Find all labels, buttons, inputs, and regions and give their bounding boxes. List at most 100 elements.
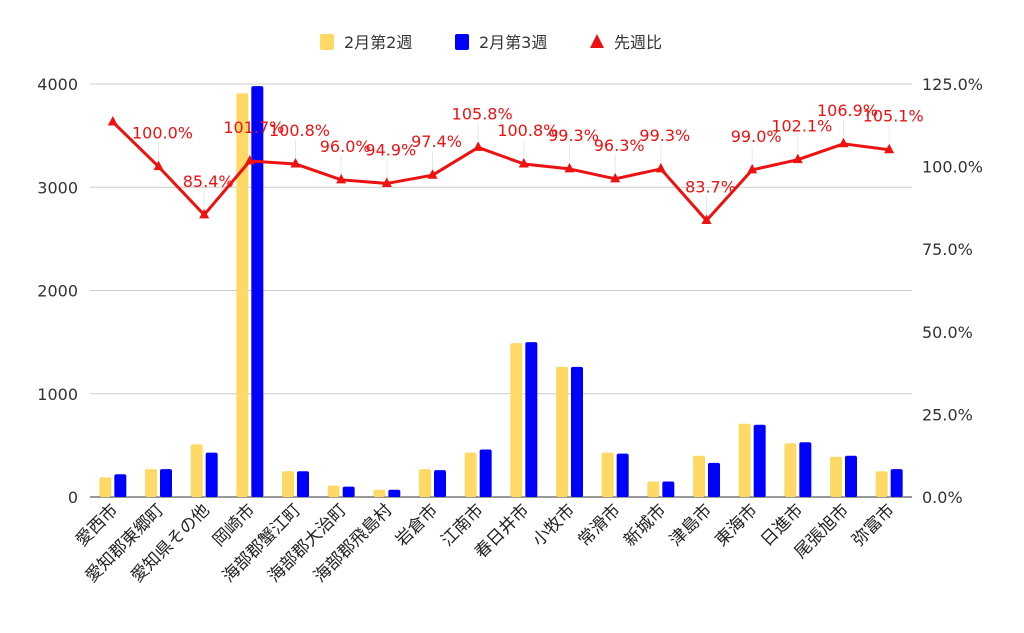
ratio-point: [107, 115, 118, 126]
bar-week2: [282, 471, 294, 497]
bar-week3: [525, 342, 538, 497]
left-tick-label: 3000: [37, 178, 78, 197]
category-label: 常滑市: [574, 500, 624, 550]
legend: 2月第2週 2月第3週 先週比: [320, 33, 662, 52]
ratio-data-label: 106.9%: [817, 101, 878, 120]
bar-week3: [114, 474, 127, 497]
ratio-point: [655, 162, 666, 173]
ratio-point: [473, 141, 484, 151]
right-tick-label: 0.0%: [922, 488, 963, 507]
right-tick-label: 100.0%: [922, 158, 983, 177]
ratio-data-label: 100.8%: [497, 121, 558, 140]
bars: [99, 86, 903, 497]
bar-week2: [190, 444, 203, 497]
ratio-data-label: 96.3%: [594, 136, 645, 155]
left-tick-label: 4000: [37, 75, 78, 94]
bar-week3: [434, 470, 446, 497]
right-axis: 0.0% 25.0% 50.0% 75.0% 100.0% 125.0%: [922, 75, 983, 507]
legend-triangle-icon: [590, 34, 604, 48]
left-tick-label: 1000: [37, 385, 78, 404]
bar-week2: [601, 452, 614, 497]
ratio-point: [884, 143, 895, 154]
bar-week2: [830, 456, 842, 497]
bar-week3: [388, 489, 401, 497]
ratio-point: [244, 154, 255, 165]
bar-week3: [616, 453, 629, 497]
category-label: 津島市: [666, 500, 716, 550]
bar-week2: [738, 423, 751, 497]
ratio-point: [290, 157, 301, 168]
right-tick-label: 75.0%: [922, 240, 973, 259]
ratio-line: [107, 115, 895, 224]
ratio-data-label: 101.7%: [223, 118, 284, 137]
data-labels: 100.0%85.4%101.7%100.8%96.0%94.9%97.4%10…: [132, 101, 924, 215]
ratio-data-label: 102.1%: [771, 117, 832, 136]
bar-week2: [373, 489, 386, 497]
bar-week2: [510, 343, 523, 497]
ratio-data-label: 99.3%: [548, 126, 599, 145]
category-label: 東海市: [711, 500, 761, 550]
bar-week2: [145, 469, 157, 497]
ratio-point: [336, 173, 347, 184]
ratio-data-label: 97.4%: [411, 132, 462, 151]
bar-week3: [708, 462, 720, 497]
legend-swatch: [320, 34, 334, 50]
bar-week2: [419, 469, 431, 497]
bar-week3: [799, 442, 812, 497]
ratio-data-label: 94.9%: [365, 140, 416, 159]
bar-week2: [556, 366, 568, 497]
left-tick-label: 2000: [37, 282, 78, 301]
bar-week3: [845, 455, 857, 497]
ratio-polyline: [111, 120, 890, 222]
bar-week2: [464, 452, 477, 497]
bar-week3: [890, 469, 903, 497]
bar-week3: [160, 469, 172, 497]
x-axis: 愛西市愛知郡東郷町愛知県その他岡崎市海部郡蟹江町海部郡大治町海部郡飛島村岩倉市江…: [72, 500, 899, 586]
bar-week3: [753, 424, 766, 497]
ratio-data-label: 99.0%: [731, 127, 782, 146]
bar-week3: [571, 366, 583, 497]
bar-week2: [99, 477, 112, 497]
ratio-data-label: 85.4%: [183, 172, 234, 191]
bar-week3: [342, 486, 355, 497]
right-tick-label: 25.0%: [922, 405, 973, 424]
bar-week2: [236, 93, 249, 497]
legend-swatch: [455, 34, 469, 50]
legend-label: 2月第2週: [344, 33, 412, 52]
bar-week3: [479, 449, 492, 497]
ratio-point: [518, 157, 529, 168]
bar-week3: [297, 471, 309, 497]
bar-week2: [784, 443, 797, 497]
category-label: 弥富市: [848, 500, 898, 550]
bar-week2: [693, 455, 705, 497]
ratio-data-label: 105.8%: [452, 104, 513, 123]
category-label: 小牧市: [529, 500, 579, 550]
legend-label: 2月第3週: [479, 33, 547, 52]
left-axis: 0 1000 2000 3000 4000: [37, 75, 78, 507]
bar-week3: [251, 86, 264, 497]
ratio-point: [792, 153, 803, 164]
ratio-point: [838, 137, 849, 148]
ratio-point: [747, 163, 758, 174]
bar-week3: [662, 481, 675, 497]
ratio-data-label: 99.3%: [639, 126, 690, 145]
left-tick-label: 0: [68, 488, 78, 507]
bar-week2: [875, 471, 888, 497]
ratio-data-label: 100.0%: [132, 124, 193, 143]
ratio-point: [381, 177, 392, 187]
right-tick-label: 125.0%: [922, 75, 983, 94]
bar-week3: [205, 452, 218, 497]
ratio-data-label: 100.8%: [269, 121, 330, 140]
ratio-point: [199, 208, 210, 219]
gridlines: [90, 83, 912, 498]
ratio-data-label: 105.1%: [863, 107, 924, 126]
bar-week2: [327, 485, 340, 497]
category-label: 岩倉市: [392, 500, 442, 550]
ratio-point: [610, 172, 621, 183]
category-label: 新城市: [620, 500, 670, 550]
ratio-point: [427, 169, 438, 179]
ratio-point: [153, 160, 164, 171]
legend-label: 先週比: [614, 33, 662, 52]
